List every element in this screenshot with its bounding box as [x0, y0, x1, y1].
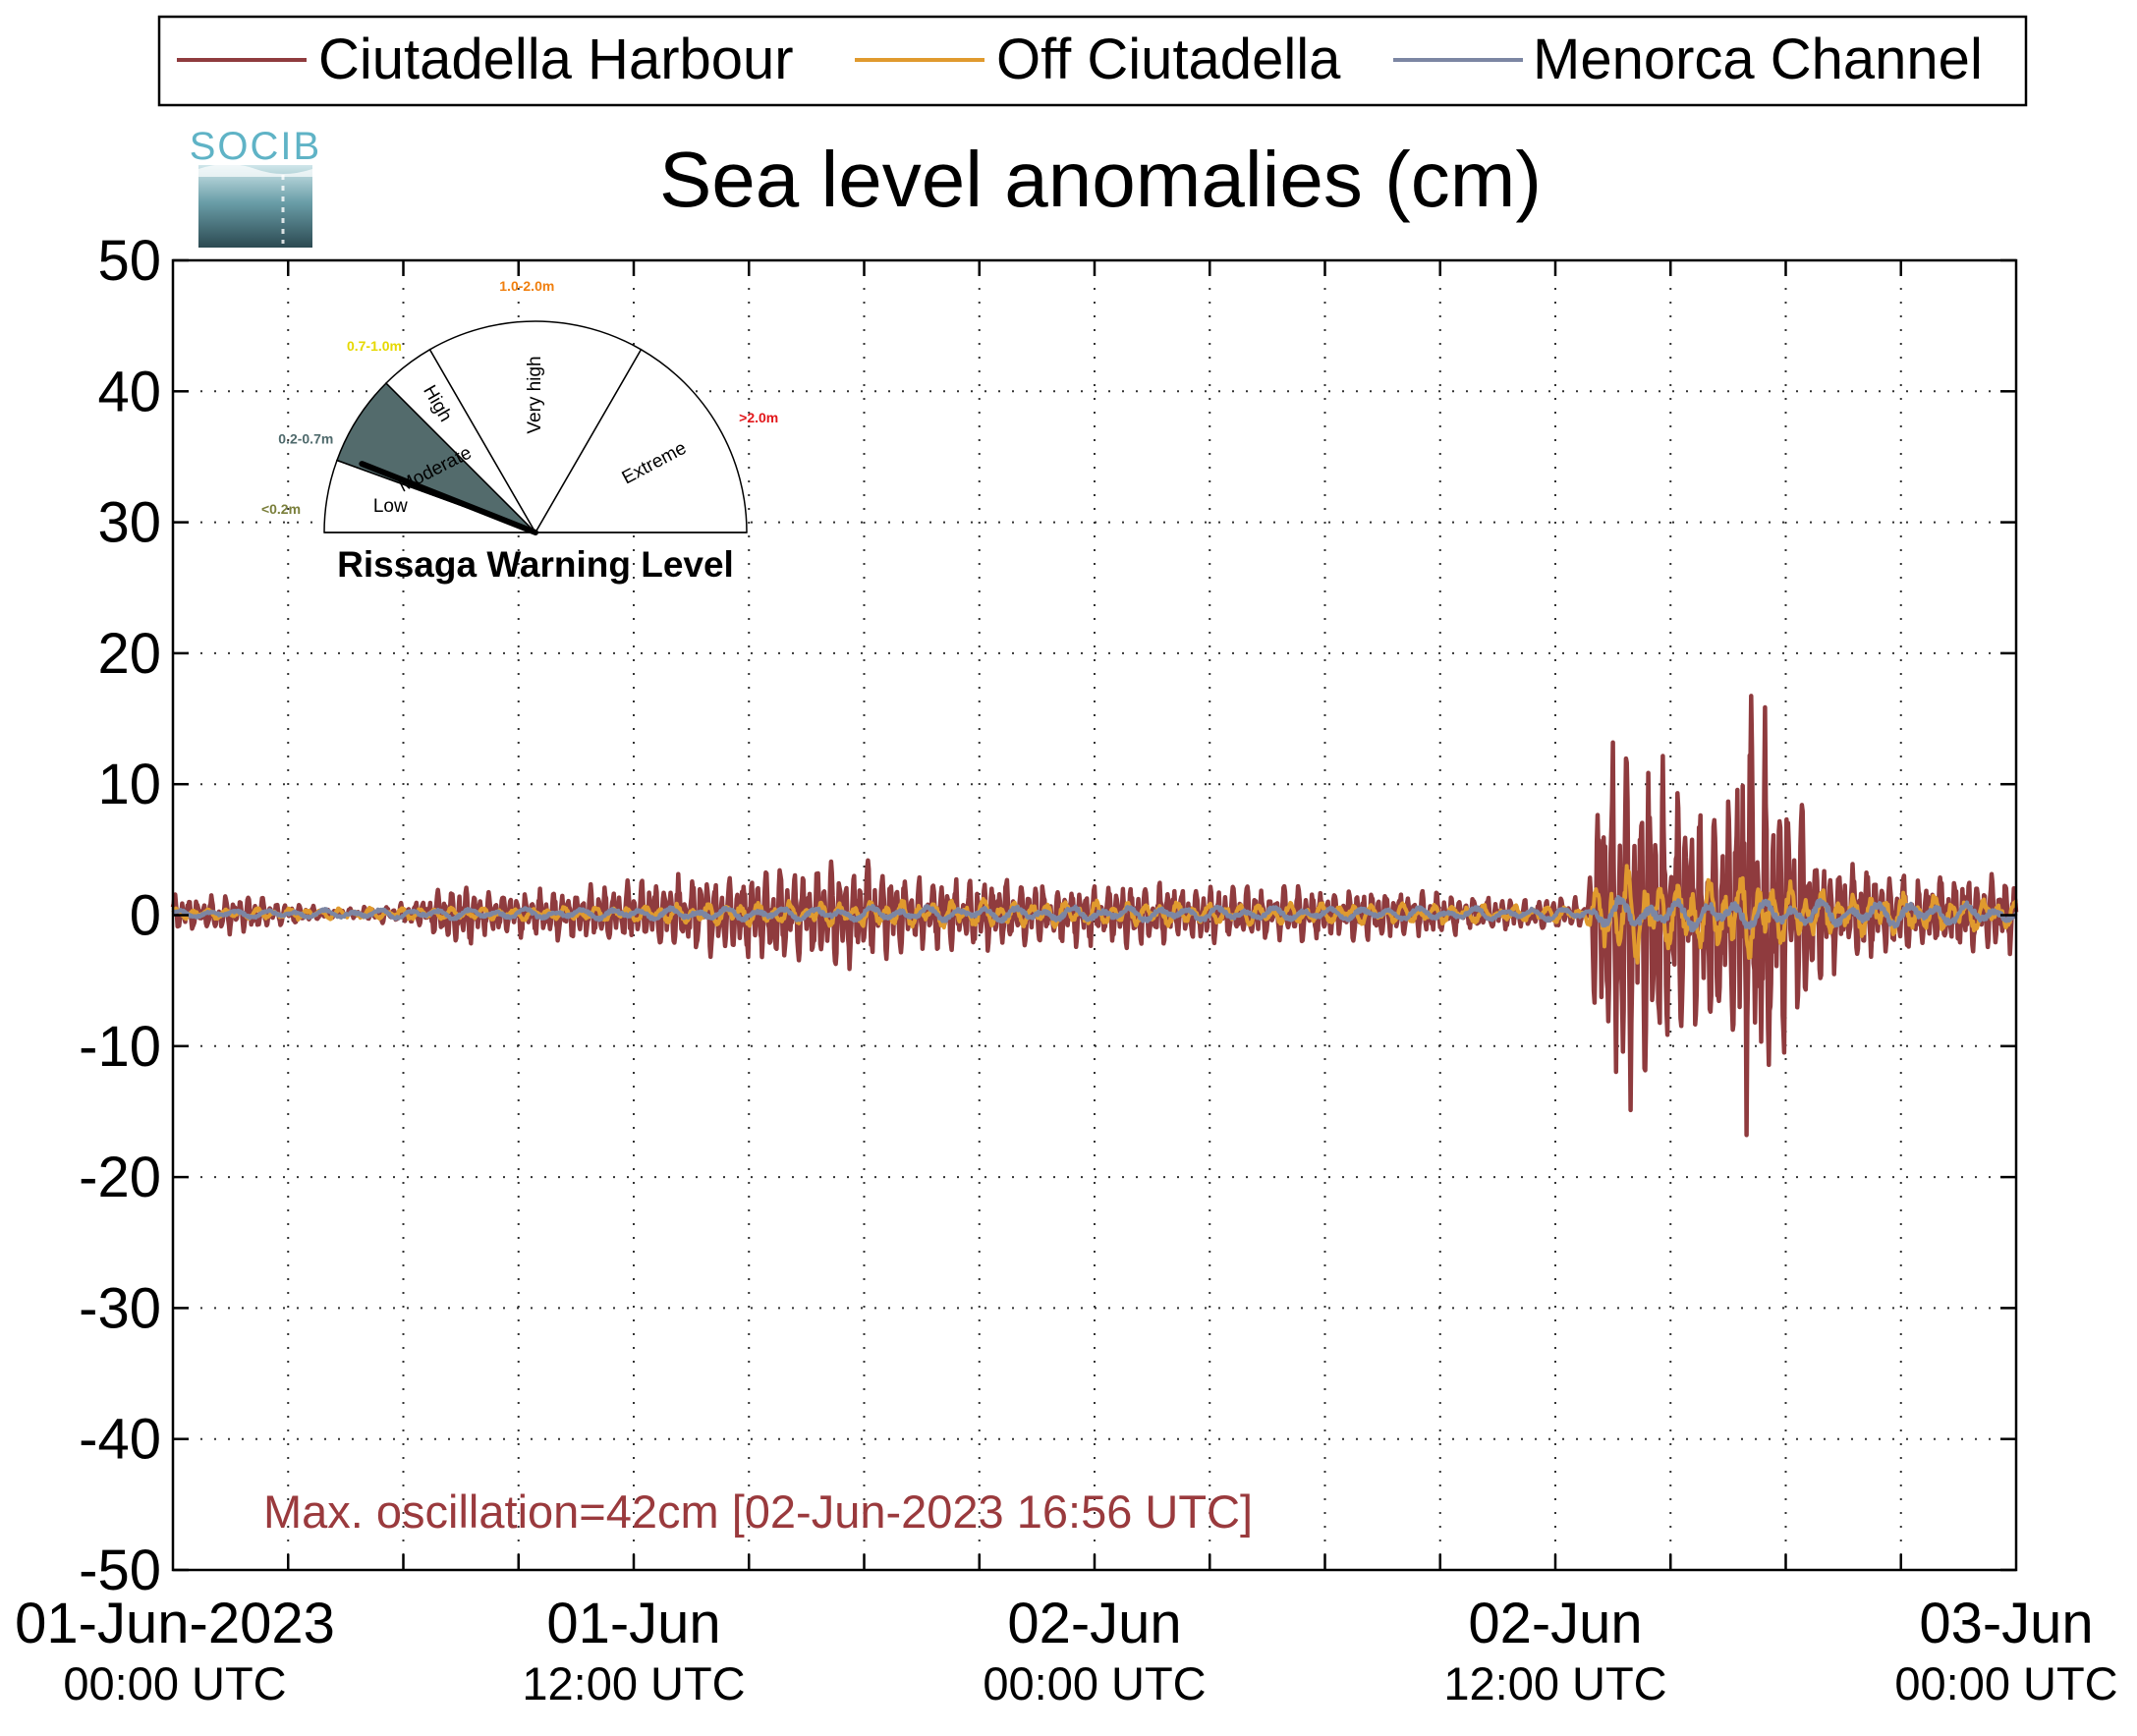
- gauge-range-label: <0.2m: [261, 501, 301, 517]
- x-tick-label-date: 01-Jun-2023: [15, 1592, 335, 1655]
- socib-logo: SOCIB: [190, 125, 321, 248]
- gauge-sector-label: Very high: [525, 356, 545, 433]
- gauge-range-label: 1.0-2.0m: [499, 278, 554, 294]
- series-line-harbour: [170, 694, 2019, 1138]
- y-tick-label: -40: [79, 1408, 161, 1472]
- legend-label-harbour: Ciutadella Harbour: [318, 28, 794, 91]
- legend-label-off: Off Ciutadella: [996, 28, 1341, 91]
- series-line-off: [171, 864, 2018, 965]
- y-tick-label: -50: [79, 1539, 161, 1602]
- x-tick-label-time: 00:00 UTC: [63, 1657, 286, 1709]
- gauge-needle: [359, 461, 538, 535]
- gauge-title: Rissaga Warning Level: [337, 544, 734, 585]
- legend-label-channel: Menorca Channel: [1533, 28, 1983, 91]
- logo-text: SOCIB: [190, 125, 321, 168]
- x-tick-label-time: 00:00 UTC: [983, 1657, 1206, 1709]
- gauge-sector-extreme: [534, 348, 748, 533]
- gauge-sector-label: Low: [373, 496, 408, 517]
- gauge-sector-very-high: [428, 320, 643, 534]
- x-tick-label-date: 02-Jun: [1468, 1592, 1642, 1655]
- y-tick-label: 20: [97, 622, 161, 686]
- series-line-channel: [171, 894, 2018, 932]
- y-tick-labels: 50 40 30 20 10 0 -10 -20 -30 -40 -50: [79, 229, 161, 1602]
- y-tick-label: 10: [97, 753, 161, 816]
- x-tick-label-time: 00:00 UTC: [1894, 1657, 2117, 1709]
- y-tick-label: -30: [79, 1276, 161, 1340]
- axes: [171, 258, 2018, 1572]
- x-tick-label-time: 12:00 UTC: [1443, 1657, 1666, 1709]
- gauge-range-label: 0.2-0.7m: [278, 430, 333, 446]
- x-tick-label-date: 03-Jun: [1919, 1592, 2093, 1655]
- y-tick-label: -20: [79, 1146, 161, 1209]
- y-tick-label: 40: [97, 360, 161, 423]
- y-tick-label: 50: [97, 229, 161, 293]
- y-tick-label: 0: [130, 884, 161, 948]
- chart-title: Sea level anomalies (cm): [659, 136, 1542, 223]
- max-oscillation-annotation: Max. oscillation=42cm [02-Jun-2023 16:56…: [263, 1485, 1253, 1538]
- series-layer: [170, 694, 2019, 1138]
- x-tick-label-date: 01-Jun: [546, 1592, 720, 1655]
- x-tick-label-time: 12:00 UTC: [522, 1657, 745, 1709]
- y-tick-label: 30: [97, 491, 161, 555]
- gauge-range-label: >2.0m: [739, 410, 778, 425]
- y-tick-label: -10: [79, 1015, 161, 1079]
- legend: Ciutadella Harbour Off Ciutadella Menorc…: [157, 15, 2028, 107]
- gauge-range-label: 0.7-1.0m: [347, 338, 402, 354]
- x-tick-label-date: 02-Jun: [1007, 1592, 1181, 1655]
